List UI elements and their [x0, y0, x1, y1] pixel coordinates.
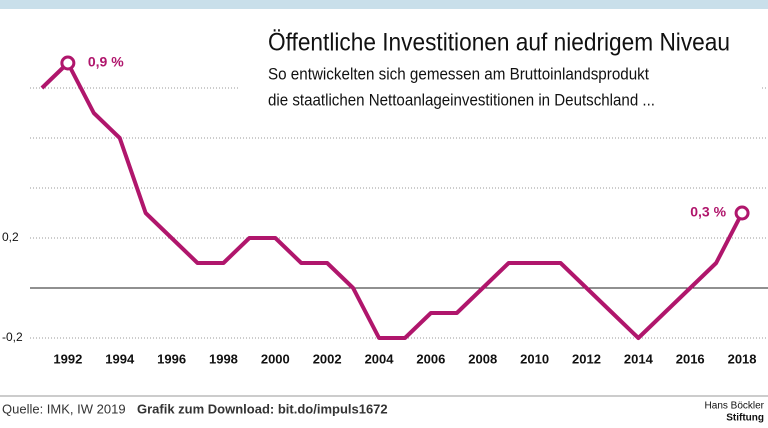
logo: Stiftung — [726, 413, 764, 424]
top-bar — [0, 0, 768, 9]
x-tick-label: 1998 — [209, 351, 238, 366]
logo: Hans Böckler — [705, 401, 765, 412]
x-tick-label: 2006 — [416, 351, 445, 366]
x-tick-label: 2000 — [261, 351, 290, 366]
line — [40, 61, 744, 340]
x-tick-label: 1996 — [157, 351, 186, 366]
x-tick-label: 2008 — [468, 351, 497, 366]
x-tick-label: 1994 — [105, 351, 135, 366]
y-tick-label: 0,2 — [2, 230, 19, 244]
download-link: Grafik zum Download: bit.do/impuls1672 — [137, 401, 388, 416]
x-tick-label: 2012 — [572, 351, 601, 366]
x-tick-label: 2014 — [624, 351, 654, 366]
source: Quelle: IMK, IW 2019 — [2, 401, 126, 416]
chart-title: Öffentliche Investitionen auf niedrigem … — [268, 29, 730, 57]
subtitle: So entwickelten sich gemessen am Bruttoi… — [268, 64, 649, 83]
x-tick-label: 1992 — [53, 351, 82, 366]
x-tick-label: 2002 — [313, 351, 342, 366]
title-backdrop — [240, 20, 760, 114]
subtitle: die staatlichen Nettoanlageinvestitionen… — [268, 90, 655, 109]
point-marker — [60, 55, 76, 71]
point-marker — [734, 205, 750, 221]
y-tick-label: -0,2 — [2, 330, 23, 344]
x-tick-label: 2018 — [728, 351, 757, 366]
x-tick-label: 2004 — [365, 351, 395, 366]
x-tick-label: 2010 — [520, 351, 549, 366]
data-label: 0,3 % — [690, 204, 726, 220]
x-tick-label: 2016 — [676, 351, 705, 366]
data-label: 0,9 % — [88, 54, 124, 70]
